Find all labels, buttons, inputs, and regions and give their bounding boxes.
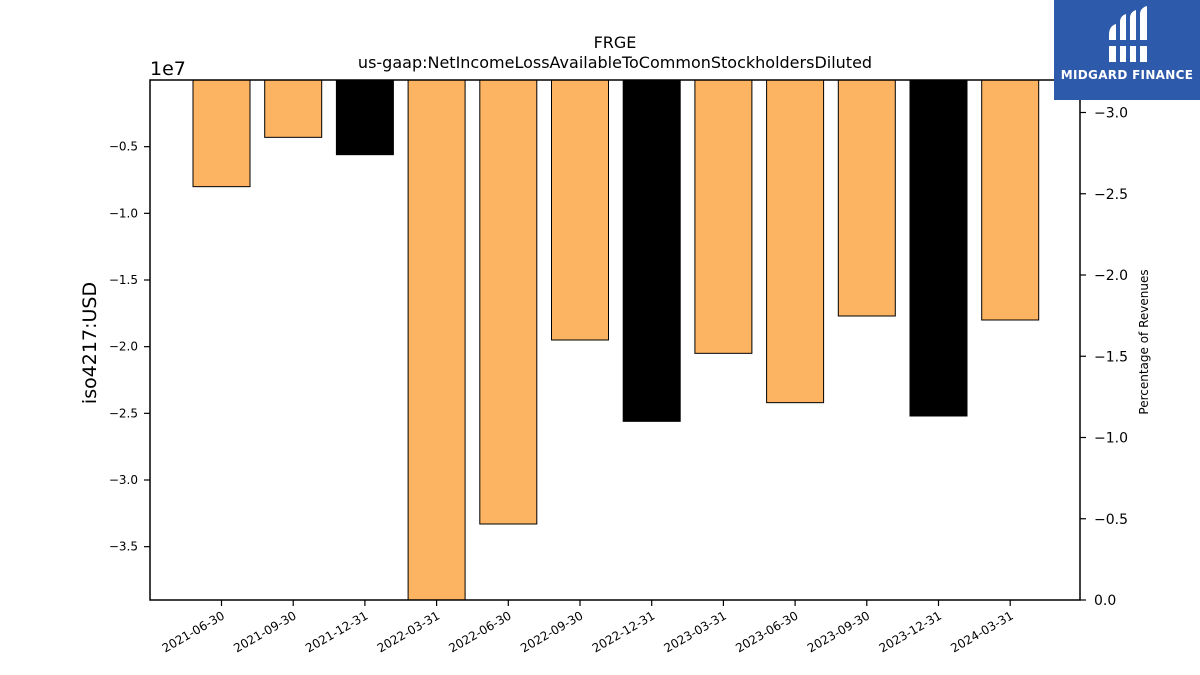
x-tick-label: 2024-03-31 [948, 608, 1015, 655]
bar-2021-09-30 [264, 79, 323, 138]
midgard-finance-logo: MIDGARD FINANCE [1054, 0, 1200, 100]
bar-2022-09-30 [551, 79, 609, 341]
chart-title: FRGE [594, 33, 637, 52]
y2-tick-label: −1.0 [1094, 431, 1128, 447]
y-tick-label: −3.0 [109, 473, 138, 487]
x-axis-ticks: 2021-06-30 2021-09-30 2021-12-31 2022-03-31… [160, 600, 1016, 655]
y-axis-ticks: −0.5 −1.0 −1.5 −2.0 −2.5 −3.0 −3.5 [109, 140, 150, 554]
x-tick-label: 2023-03-31 [661, 608, 728, 655]
x-tick-label: 2023-09-30 [805, 608, 872, 655]
x-tick-label: 2022-06-30 [446, 608, 513, 655]
y-tick-label: −3.5 [109, 540, 138, 554]
y2-tick-label: −2.0 [1094, 268, 1128, 284]
chart-subtitle: us-gaap:NetIncomeLossAvailableToCommonSt… [358, 53, 872, 72]
y-tick-label: −1.0 [109, 206, 138, 220]
bars-group [192, 79, 1040, 601]
x-tick-label: 2022-09-30 [518, 608, 585, 655]
y2-tick-label: −2.5 [1094, 187, 1128, 203]
y-tick-label: −0.5 [109, 140, 138, 154]
x-tick-label: 2023-12-31 [877, 608, 944, 655]
y2-tick-label: −1.5 [1094, 349, 1128, 365]
y-axis-label: iso4217:USD [79, 282, 101, 404]
logo-mark-icon [1109, 6, 1147, 62]
y-tick-label: −1.5 [109, 273, 138, 287]
y2-axis-ticks: 0.0 −0.5 −1.0 −1.5 −2.0 −2.5 −3.0 [1080, 106, 1128, 609]
bar-2023-12-31 [909, 79, 968, 417]
x-tick-label: 2022-12-31 [590, 608, 657, 655]
y2-tick-label: −0.5 [1094, 512, 1128, 528]
y-tick-label: −2.5 [109, 406, 138, 420]
y2-tick-label: −3.0 [1094, 106, 1128, 122]
logo-text: MIDGARD FINANCE [1060, 68, 1194, 82]
y2-axis-label: Percentage of Revenues [1137, 269, 1151, 414]
y-axis-exponent: 1e7 [150, 58, 186, 80]
plot-frame [149, 79, 1081, 601]
bar-2022-06-30 [479, 79, 538, 525]
bar-2023-09-30 [837, 79, 896, 317]
bar-2023-06-30 [766, 79, 825, 404]
bar-2021-12-31 [335, 79, 394, 156]
x-tick-label: 2021-06-30 [160, 608, 227, 655]
y-tick-label: −2.0 [109, 340, 138, 354]
bar-2022-03-31 [407, 79, 466, 601]
bar-2024-03-31 [981, 79, 1040, 321]
x-tick-label: 2021-12-31 [303, 608, 370, 655]
y2-tick-label: 0.0 [1094, 593, 1116, 609]
x-tick-label: 2021-09-30 [231, 608, 298, 655]
bar-2022-12-31 [622, 79, 681, 422]
bar-2023-03-31 [694, 79, 753, 354]
x-tick-label: 2023-06-30 [733, 608, 800, 655]
bar-2021-06-30 [192, 79, 251, 188]
x-tick-label: 2022-03-31 [375, 608, 442, 655]
